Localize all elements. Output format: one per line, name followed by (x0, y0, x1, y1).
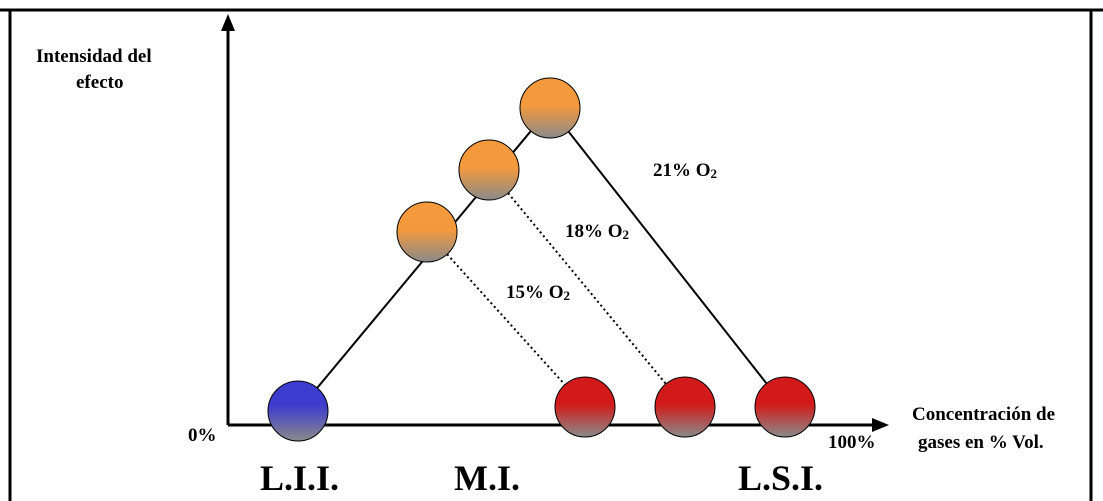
blue-circle-lii (267, 380, 329, 442)
label-18-o2: 18% O2 (565, 221, 629, 242)
dotted-line-18 (488, 169, 686, 408)
dotted-line-15 (426, 231, 586, 408)
orange-circle-15 (396, 201, 458, 263)
orange-circle-21 (519, 77, 581, 139)
y-axis-arrowhead (221, 14, 235, 31)
mi-label: M.I. (454, 458, 520, 498)
label-21-o2: 21% O2 (653, 160, 717, 181)
peak-to-lsi-line (549, 107, 786, 408)
label-15-o2: 15% O2 (506, 282, 570, 303)
y-axis-label-line2: efecto (76, 72, 123, 93)
red-circle-15 (554, 376, 616, 438)
origin-label: 0% (188, 425, 217, 446)
lii-label: L.I.I. (260, 458, 339, 498)
y-axis-label-line1: Intensidad del (36, 46, 152, 67)
x-axis-label-line1: Concentración de (912, 404, 1055, 425)
x-end-label: 100% (828, 432, 876, 453)
red-circle-lsi (754, 376, 816, 438)
orange-circle-18 (458, 139, 520, 201)
red-circle-18 (654, 376, 716, 438)
lsi-label: L.S.I. (738, 458, 823, 498)
x-axis-arrowhead (872, 418, 889, 432)
x-axis-label-line2: gases en % Vol. (918, 432, 1044, 453)
